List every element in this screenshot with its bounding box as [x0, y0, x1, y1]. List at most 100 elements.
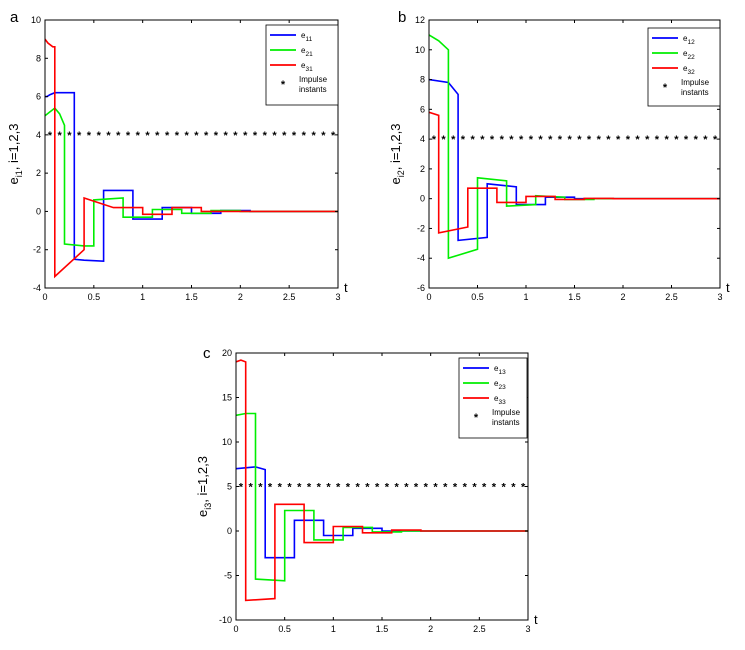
x-tick-label: 1	[331, 624, 336, 634]
legend-label-base: e	[301, 46, 306, 55]
impulse-marker: *	[263, 130, 268, 142]
impulse-marker: *	[155, 130, 160, 142]
panel-b: * * * * * * * * * * * * * * * * * * * * * * * * * * * * * *0 0.5 1 1.5 2 2…	[388, 9, 730, 302]
x-tick-label: 2	[620, 292, 625, 302]
legend-label-base: e	[494, 379, 499, 388]
y-tick-label: 10	[222, 437, 232, 447]
series-line-e32	[429, 111, 720, 234]
x-tick-label: 2.5	[665, 292, 678, 302]
y-tick-label: 10	[31, 15, 41, 25]
impulse-marker: *	[521, 482, 526, 494]
impulse-marker: *	[538, 134, 543, 146]
impulse-marker: *	[587, 134, 592, 146]
legend-label-e33: e33	[494, 394, 506, 406]
legend-label-base: e	[301, 31, 306, 40]
impulse-marker: *	[224, 130, 229, 142]
impulse-marker: *	[194, 130, 199, 142]
y-label-subscript: i1	[14, 170, 24, 177]
x-tick-label: 0	[426, 292, 431, 302]
y-tick-label: 6	[420, 104, 425, 114]
impulse-marker: *	[48, 130, 53, 142]
impulse-marker: *	[645, 134, 650, 146]
legend-label-subscript: 31	[305, 66, 313, 73]
impulse-marker: *	[655, 134, 660, 146]
legend-label-subscript: 23	[498, 384, 506, 391]
impulse-marker: *	[97, 130, 102, 142]
legend-impulse-label: Impulse	[681, 78, 710, 87]
impulse-marker: *	[297, 482, 302, 494]
impulse-marker: *	[365, 482, 370, 494]
legend-label-subscript: 11	[305, 36, 312, 43]
y-axis-label: ei2, i=1,2,3	[388, 124, 406, 185]
legend-label-e22: e22	[683, 49, 695, 61]
x-tick-label: 3	[525, 624, 530, 634]
impulse-marker: *	[577, 134, 582, 146]
legend-label-e11: e11	[301, 31, 313, 43]
y-tick-label: 2	[420, 164, 425, 174]
impulse-marker: *	[385, 482, 390, 494]
legend-impulse-marker: *	[663, 82, 668, 94]
x-tick-label: 1	[523, 292, 528, 302]
impulse-marker: *	[511, 482, 516, 494]
x-tick-label: 2	[238, 292, 243, 302]
y-tick-label: 20	[222, 348, 232, 358]
legend-impulse-label: Impulse	[492, 408, 521, 417]
impulse-marker: *	[463, 482, 468, 494]
panel-a: * * * * * * * * * * * * * * * * * * * * * * * * * * * * * * 0 0.5 1 1.5 2 2…	[6, 9, 348, 302]
y-tick-label: 6	[36, 92, 41, 102]
impulse-marker: *	[282, 130, 287, 142]
impulse-marker: *	[58, 130, 63, 142]
impulse-marker: *	[684, 134, 689, 146]
legend-label-subscript: 13	[498, 369, 506, 376]
impulse-marker: *	[214, 130, 219, 142]
impulse-marker: *	[568, 134, 573, 146]
impulse-marker: *	[346, 482, 351, 494]
impulse-marker: *	[331, 130, 336, 142]
impulse-marker: *	[126, 130, 131, 142]
impulse-marker: *	[317, 482, 322, 494]
x-axis-label: t	[726, 280, 730, 295]
y-tick-label: -4	[33, 283, 41, 293]
y-tick-label: -4	[417, 253, 425, 263]
y-tick-label: 8	[36, 53, 41, 63]
legend-label-subscript: 12	[687, 39, 695, 46]
legend-impulse-label-line2: instants	[492, 418, 520, 427]
series-line-e13	[236, 466, 528, 559]
legend-box	[647, 27, 721, 107]
impulse-marker: *	[336, 482, 341, 494]
panel-label: a	[10, 9, 19, 26]
legend-label-subscript: 32	[687, 69, 695, 76]
y-tick-label: 4	[36, 130, 41, 140]
impulse-marker: *	[548, 134, 553, 146]
legend-label-base: e	[301, 61, 306, 70]
impulse-marker: *	[626, 134, 631, 146]
y-label-base: e	[6, 177, 21, 184]
x-tick-label: 1.5	[185, 292, 198, 302]
x-axis-label: t	[344, 280, 348, 295]
legend-label-e32: e32	[683, 64, 695, 76]
legend-label-subscript: 21	[305, 51, 313, 58]
y-tick-label: 0	[227, 526, 232, 536]
x-tick-label: 2	[428, 624, 433, 634]
legend-label-subscript: 22	[687, 54, 695, 61]
y-tick-label: 4	[420, 134, 425, 144]
y-tick-label: -2	[33, 245, 41, 255]
legend-impulse-marker: *	[281, 79, 286, 91]
impulse-marker: *	[278, 482, 283, 494]
impulse-marker: *	[471, 134, 476, 146]
impulse-marker: *	[287, 482, 292, 494]
impulse-marker: *	[311, 130, 316, 142]
impulse-marker: *	[461, 134, 466, 146]
y-tick-label: 8	[420, 75, 425, 85]
impulse-marker: *	[674, 134, 679, 146]
x-axis-label: t	[534, 612, 538, 627]
series-line-e23	[236, 412, 528, 582]
impulse-marker: *	[394, 482, 399, 494]
x-tick-label: 0	[233, 624, 238, 634]
series-line-e31	[45, 38, 338, 279]
impulse-marker: *	[356, 482, 361, 494]
impulse-marker: *	[502, 482, 507, 494]
x-tick-label: 1	[140, 292, 145, 302]
legend-impulse-label-line2: instants	[681, 88, 709, 97]
